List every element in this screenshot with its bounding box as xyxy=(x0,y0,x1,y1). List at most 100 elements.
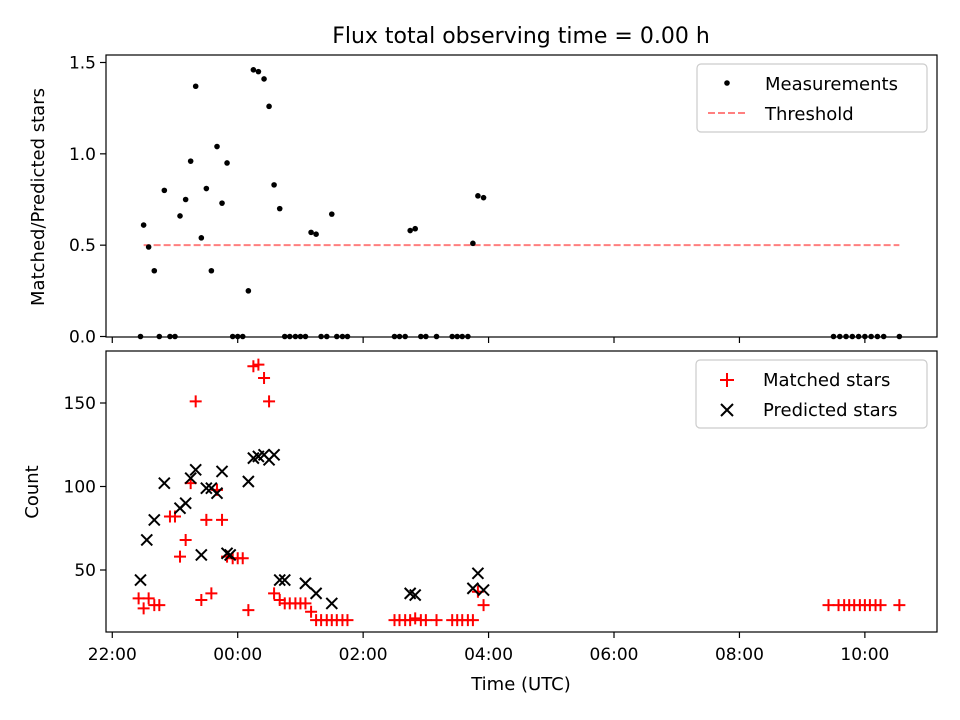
matched-star-point xyxy=(477,599,490,612)
count-y-tick-label: 50 xyxy=(74,561,96,581)
measurement-point xyxy=(480,194,487,201)
matched-star-point xyxy=(419,614,432,627)
measurement-point xyxy=(475,193,481,199)
measurement-point xyxy=(255,68,262,75)
count-x-tick-label: 00:00 xyxy=(213,645,262,665)
measurement-point xyxy=(198,235,205,241)
count-panel: 50 100 150 22:00 00:00 02:00 04:00 06:00 08:00 1… xyxy=(22,350,938,695)
measurement-point xyxy=(203,185,210,192)
count-x-tick-label: 10:00 xyxy=(840,645,889,665)
matched-star-point xyxy=(216,513,229,526)
matched-star-point xyxy=(179,533,192,546)
matched-star-point xyxy=(189,395,202,408)
matched-star-point xyxy=(466,614,479,627)
predicted-star-point xyxy=(278,573,291,587)
matched-star-point xyxy=(268,587,281,600)
matched-stars-points xyxy=(132,358,906,627)
predicted-star-point xyxy=(299,577,312,590)
measurement-point xyxy=(261,76,267,82)
measurement-point xyxy=(219,200,225,206)
count-y-tick-label: 100 xyxy=(64,478,96,498)
ratio-legend: Measurements Threshold xyxy=(696,63,928,133)
count-x-ticks: 22:00 00:00 02:00 04:00 06:00 08:00 10:00 xyxy=(88,632,889,665)
predicted-star-point xyxy=(477,583,490,597)
matched-star-point xyxy=(341,614,354,627)
ratio-y-tick-label: 0.5 xyxy=(69,236,96,256)
matched-star-point xyxy=(195,594,208,607)
matched-star-point xyxy=(200,513,213,526)
predicted-star-point xyxy=(325,597,338,610)
measurement-point xyxy=(245,288,252,294)
predicted-star-point xyxy=(309,587,323,600)
predicted-star-point xyxy=(140,533,153,547)
matched-star-point xyxy=(263,395,276,408)
legend-predicted-label: Predicted stars xyxy=(763,400,897,421)
ratio-plot-frame xyxy=(105,54,938,338)
matched-star-point xyxy=(258,371,271,384)
measurement-point xyxy=(407,227,413,234)
matched-star-point xyxy=(137,602,150,615)
predicted-star-point xyxy=(184,471,197,485)
matched-star-point xyxy=(132,592,145,605)
measurement-point xyxy=(192,83,199,90)
ratio-legend-box xyxy=(696,63,928,133)
count-plot-frame xyxy=(105,350,938,633)
matched-star-point xyxy=(242,604,255,617)
ratio-y-label: Matched/Predicted stars xyxy=(28,88,49,306)
predicted-star-point xyxy=(466,582,480,595)
predicted-star-point xyxy=(215,465,229,478)
measurement-point xyxy=(140,222,147,228)
matched-star-point xyxy=(236,552,249,565)
count-x-tick-label: 06:00 xyxy=(590,645,639,665)
measurement-point xyxy=(214,143,220,150)
matched-star-point xyxy=(874,599,887,612)
measurement-point xyxy=(328,211,335,217)
legend-predicted-marker xyxy=(720,403,734,417)
measurement-point xyxy=(224,160,230,166)
count-legend: Matched stars Predicted stars xyxy=(695,359,928,429)
measurement-point xyxy=(308,229,314,236)
legend-matched-label: Matched stars xyxy=(763,370,890,391)
matched-star-point xyxy=(174,550,187,563)
predicted-star-point xyxy=(134,573,147,587)
count-x-tick-label: 04:00 xyxy=(464,645,513,665)
count-y-tick-label: 150 xyxy=(64,394,96,414)
count-y-ticks: 50 100 150 xyxy=(64,394,106,581)
matched-star-point xyxy=(252,358,265,371)
legend-matched-marker xyxy=(720,373,734,387)
predicted-star-point xyxy=(223,548,237,562)
predicted-star-point xyxy=(273,573,286,587)
measurement-point xyxy=(276,205,283,212)
measurement-point xyxy=(187,158,194,164)
predicted-star-point xyxy=(200,481,213,495)
predicted-star-point xyxy=(158,476,171,490)
predicted-star-point xyxy=(267,448,281,461)
predicted-star-point xyxy=(408,588,422,602)
count-y-label: Count xyxy=(22,465,43,518)
x-axis-label: Time (UTC) xyxy=(470,674,571,695)
matched-star-point xyxy=(247,360,260,373)
predicted-star-point xyxy=(195,548,208,562)
predicted-star-point xyxy=(148,513,161,527)
measurement-point xyxy=(145,244,152,250)
measurement-point xyxy=(470,240,476,247)
measurement-point xyxy=(161,187,168,194)
ratio-y-ticks: 0.0 0.5 1.0 1.5 xyxy=(69,54,106,348)
predicted-star-point xyxy=(210,486,224,500)
matched-star-point xyxy=(305,605,318,618)
matched-star-point xyxy=(822,599,835,612)
measurement-point xyxy=(182,196,189,203)
chart-title: Flux total observing time = 0.00 h xyxy=(332,24,710,49)
measurement-point xyxy=(266,103,272,110)
ratio-panel: Flux total observing time = 0.00 h 0.00.… xyxy=(28,24,938,348)
measurement-point xyxy=(412,225,418,232)
measurement-point xyxy=(208,267,215,274)
predicted-star-point xyxy=(189,463,202,477)
matched-star-point xyxy=(404,614,417,627)
predicted-star-point xyxy=(179,496,192,510)
predicted-star-point xyxy=(220,547,234,560)
matched-star-point xyxy=(409,612,422,625)
legend-threshold-label: Threshold xyxy=(764,104,854,125)
ratio-y-tick-label: 1.5 xyxy=(69,54,96,74)
